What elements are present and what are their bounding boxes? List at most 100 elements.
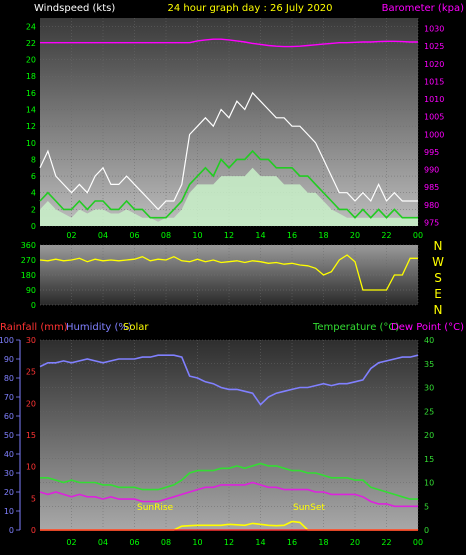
tick-labels: 0246810121416182022249759809859909951000…: [0, 22, 444, 547]
dewpoint-line: [39, 481, 418, 508]
wind-gust-line: [39, 91, 418, 211]
rainfall-axis-title: Rainfall (mm): [0, 322, 68, 333]
wind-xtick: 12: [224, 231, 234, 240]
temperature-ytick: 30: [424, 384, 434, 393]
wind-ytick: 22: [26, 39, 36, 48]
wind-ytick: 8: [31, 155, 36, 164]
wind-ytick: 6: [31, 172, 36, 181]
rainfall-ytick: 30: [26, 336, 36, 345]
chart-title: 24 hour graph day : 26 July 2020: [167, 3, 332, 14]
atmosphere-xtick: 22: [381, 538, 391, 547]
barometer-ytick: 1030: [424, 25, 444, 34]
wind-ytick: 18: [26, 72, 36, 81]
wind-direction-line: [39, 254, 418, 291]
sunrise-label: SunRise: [137, 503, 174, 513]
barometer-ytick: 990: [424, 166, 439, 175]
wind-xtick: 18: [318, 231, 328, 240]
compass-north-top: N: [434, 239, 443, 253]
compass-east: E: [434, 287, 442, 301]
wind-xtick: 22: [381, 231, 391, 240]
atmosphere-xtick: 04: [98, 538, 108, 547]
wind-xtick: 00: [413, 231, 423, 240]
temperature-ytick: 40: [424, 336, 434, 345]
atmosphere-xtick: 06: [129, 538, 139, 547]
humidity-ytick: 40: [4, 450, 14, 459]
wind-ytick: 14: [26, 106, 36, 115]
temperature-ytick: 20: [424, 431, 434, 440]
barometer-ytick: 1010: [424, 95, 444, 104]
compass-west: W: [432, 255, 444, 269]
atmosphere-xtick: 16: [287, 538, 297, 547]
barometer-ytick: 1025: [424, 42, 444, 51]
wind-xtick: 06: [129, 231, 139, 240]
dewpoint-axis-title: Dew Point (°C): [391, 322, 464, 333]
rainfall-ytick: 5: [31, 494, 36, 503]
humidity-ytick: 30: [4, 469, 14, 478]
wind-ytick: 10: [26, 139, 36, 148]
wind-xtick: 10: [192, 231, 202, 240]
rainfall-ytick: 0: [31, 526, 36, 535]
direction-ytick: 180: [21, 271, 36, 280]
humidity-ytick: 80: [4, 374, 14, 383]
wind-ytick: 12: [26, 122, 36, 131]
direction-ytick: 360: [21, 241, 36, 250]
humidity-ytick: 20: [4, 488, 14, 497]
wind-xtick: 16: [287, 231, 297, 240]
barometer-ytick: 1015: [424, 77, 444, 86]
wind-ytick: 20: [26, 56, 36, 65]
direction-ytick: 270: [21, 256, 36, 265]
sunset-label: SunSet: [293, 503, 325, 513]
barometer-axis-title: Barometer (kpa): [382, 3, 464, 14]
compass-north-bottom: N: [434, 303, 443, 317]
temperature-ytick: 35: [424, 360, 434, 369]
direction-ytick: 90: [26, 286, 36, 295]
humidity-ytick: 100: [0, 336, 14, 345]
barometer-ytick: 985: [424, 183, 439, 192]
atmosphere-xtick: 08: [161, 538, 171, 547]
barometer-ytick: 975: [424, 218, 439, 227]
compass-south: S: [434, 271, 442, 285]
temperature-ytick: 25: [424, 407, 434, 416]
rainfall-ytick: 25: [26, 368, 36, 377]
temperature-ytick: 0: [424, 526, 429, 535]
barometer-ytick: 1000: [424, 130, 444, 139]
atmosphere-xtick: 20: [350, 538, 360, 547]
temperature-ytick: 5: [424, 502, 429, 511]
atmosphere-xtick: 10: [192, 538, 202, 547]
barometer-ytick: 980: [424, 201, 439, 210]
wind-speed-line: [39, 149, 418, 219]
wind-ytick: 4: [31, 189, 36, 198]
wind-xtick: 04: [98, 231, 108, 240]
humidity-ytick: 90: [4, 355, 14, 364]
barometer-ytick: 1020: [424, 60, 444, 69]
atmosphere-xtick: 00: [413, 538, 423, 547]
wind-xtick: 02: [66, 231, 76, 240]
humidity-ytick: 0: [9, 526, 14, 535]
grid-lines: [16, 18, 419, 531]
atmosphere-xtick: 02: [66, 538, 76, 547]
wind-xtick: 20: [350, 231, 360, 240]
atmosphere-xtick: 18: [318, 538, 328, 547]
wind-ytick: 24: [26, 22, 36, 31]
atmosphere-xtick: 14: [255, 538, 265, 547]
rainfall-ytick: 20: [26, 399, 36, 408]
humidity-ytick: 60: [4, 412, 14, 421]
rainfall-ytick: 10: [26, 463, 36, 472]
humidity-ytick: 70: [4, 393, 14, 402]
windspeed-axis-title: Windspeed (kts): [34, 3, 115, 14]
chart-marks: [39, 38, 419, 531]
atmosphere-xtick: 12: [224, 538, 234, 547]
wind-average-area: [40, 167, 418, 226]
rainfall-ytick: 15: [26, 431, 36, 440]
temperature-ytick: 15: [424, 455, 434, 464]
temperature-axis-title: Temperature (°C): [312, 322, 399, 333]
solar-axis-title: Solar: [123, 322, 149, 333]
barometer-ytick: 995: [424, 148, 439, 157]
wind-ytick: 0: [31, 222, 36, 231]
temperature-line: [40, 462, 418, 500]
barometer-line: [40, 38, 418, 48]
wind-ytick: 2: [31, 205, 36, 214]
wind-xtick: 08: [161, 231, 171, 240]
